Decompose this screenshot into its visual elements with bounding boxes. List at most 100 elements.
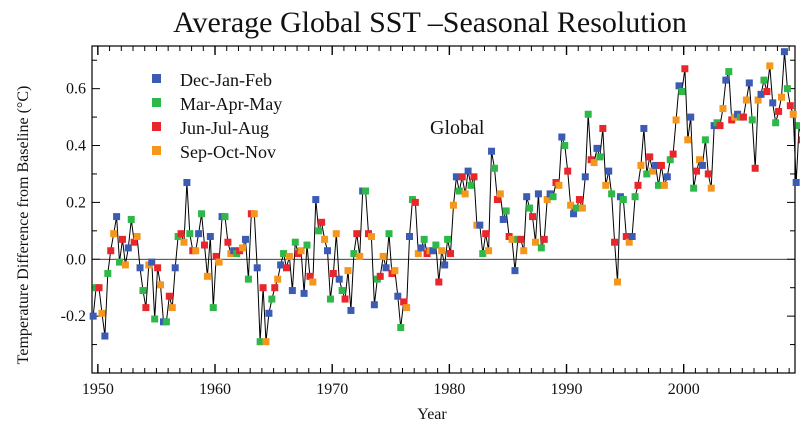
- data-point: [198, 210, 206, 218]
- data-point: [414, 250, 422, 258]
- data-point: [619, 196, 627, 204]
- data-point: [139, 287, 147, 295]
- y-tick-label: -0.2: [61, 308, 86, 325]
- data-point: [239, 244, 247, 252]
- data-point: [485, 247, 493, 255]
- data-point: [277, 261, 285, 269]
- legend-label: Jun-Jul-Aug: [180, 118, 269, 138]
- data-point: [739, 113, 747, 121]
- data-point: [449, 201, 457, 209]
- data-point: [523, 193, 531, 201]
- data-point: [271, 284, 279, 292]
- data-point: [493, 196, 501, 204]
- data-point: [754, 96, 762, 104]
- data-point: [321, 235, 329, 243]
- data-point: [596, 153, 604, 161]
- data-point: [795, 122, 800, 130]
- data-point: [590, 159, 598, 167]
- data-point: [696, 156, 704, 164]
- chart-title: Average Global SST –Seasonal Resolution: [173, 6, 687, 39]
- data-point: [529, 213, 537, 221]
- data-point: [309, 278, 317, 286]
- x-tick-label: 1960: [199, 381, 231, 398]
- data-point: [253, 264, 261, 272]
- data-point: [154, 264, 162, 272]
- data-point: [98, 309, 106, 317]
- data-point: [561, 142, 569, 150]
- data-point: [379, 252, 387, 260]
- data-point: [262, 338, 270, 346]
- data-point: [575, 196, 583, 204]
- data-point: [772, 119, 780, 127]
- x-tick-label: 1950: [82, 381, 114, 398]
- data-point: [315, 227, 323, 235]
- x-tick-label: 1990: [551, 381, 583, 398]
- data-point: [605, 167, 613, 175]
- data-point: [458, 173, 466, 181]
- data-point: [186, 230, 194, 238]
- data-point: [121, 261, 129, 269]
- data-point: [698, 161, 706, 169]
- data-point: [455, 187, 463, 195]
- data-point: [511, 267, 519, 275]
- data-point: [206, 233, 214, 241]
- data-point: [570, 210, 578, 218]
- data-point: [376, 272, 384, 280]
- data-point: [282, 264, 290, 272]
- legend-label: Mar-Apr-May: [180, 94, 282, 114]
- data-point: [660, 181, 668, 189]
- data-point: [438, 247, 446, 255]
- data-point: [215, 258, 223, 266]
- data-point: [306, 272, 314, 280]
- data-point: [581, 173, 589, 181]
- data-point: [127, 215, 135, 223]
- data-point: [353, 230, 361, 238]
- data-point: [265, 309, 273, 317]
- data-point: [704, 170, 712, 178]
- data-point: [300, 289, 308, 297]
- data-point: [701, 136, 709, 144]
- data-point: [203, 272, 211, 280]
- data-point: [526, 204, 534, 212]
- data-point: [725, 68, 733, 76]
- data-point: [555, 181, 563, 189]
- data-point: [751, 164, 759, 172]
- data-point: [397, 324, 405, 332]
- data-point: [297, 247, 305, 255]
- legend-swatch: [152, 98, 161, 107]
- data-point: [640, 124, 648, 132]
- data-point: [599, 124, 607, 132]
- data-point: [347, 306, 355, 314]
- data-point: [406, 233, 414, 241]
- data-point: [786, 102, 794, 110]
- data-point: [124, 244, 132, 252]
- data-point: [113, 213, 121, 221]
- data-point: [367, 233, 375, 241]
- data-point: [417, 244, 425, 252]
- data-point: [209, 304, 217, 312]
- data-point: [350, 250, 358, 258]
- data-point: [224, 238, 232, 246]
- x-tick-label: 1970: [316, 381, 348, 398]
- data-point: [634, 181, 642, 189]
- data-point: [646, 153, 654, 161]
- data-point: [133, 233, 141, 241]
- data-point: [613, 278, 621, 286]
- data-point: [95, 284, 103, 292]
- data-point: [324, 247, 332, 255]
- data-point: [256, 338, 264, 346]
- x-axis-label: Year: [417, 406, 447, 423]
- plot-border: [91, 45, 796, 374]
- data-point: [118, 235, 126, 243]
- data-point: [467, 181, 475, 189]
- data-point: [303, 241, 311, 249]
- data-point: [757, 90, 765, 98]
- data-point: [628, 233, 636, 241]
- data-point: [625, 238, 633, 246]
- data-point: [151, 315, 159, 323]
- data-point: [177, 230, 185, 238]
- data-point: [435, 278, 443, 286]
- data-point: [681, 65, 689, 73]
- data-point: [171, 264, 179, 272]
- data-point: [461, 190, 469, 198]
